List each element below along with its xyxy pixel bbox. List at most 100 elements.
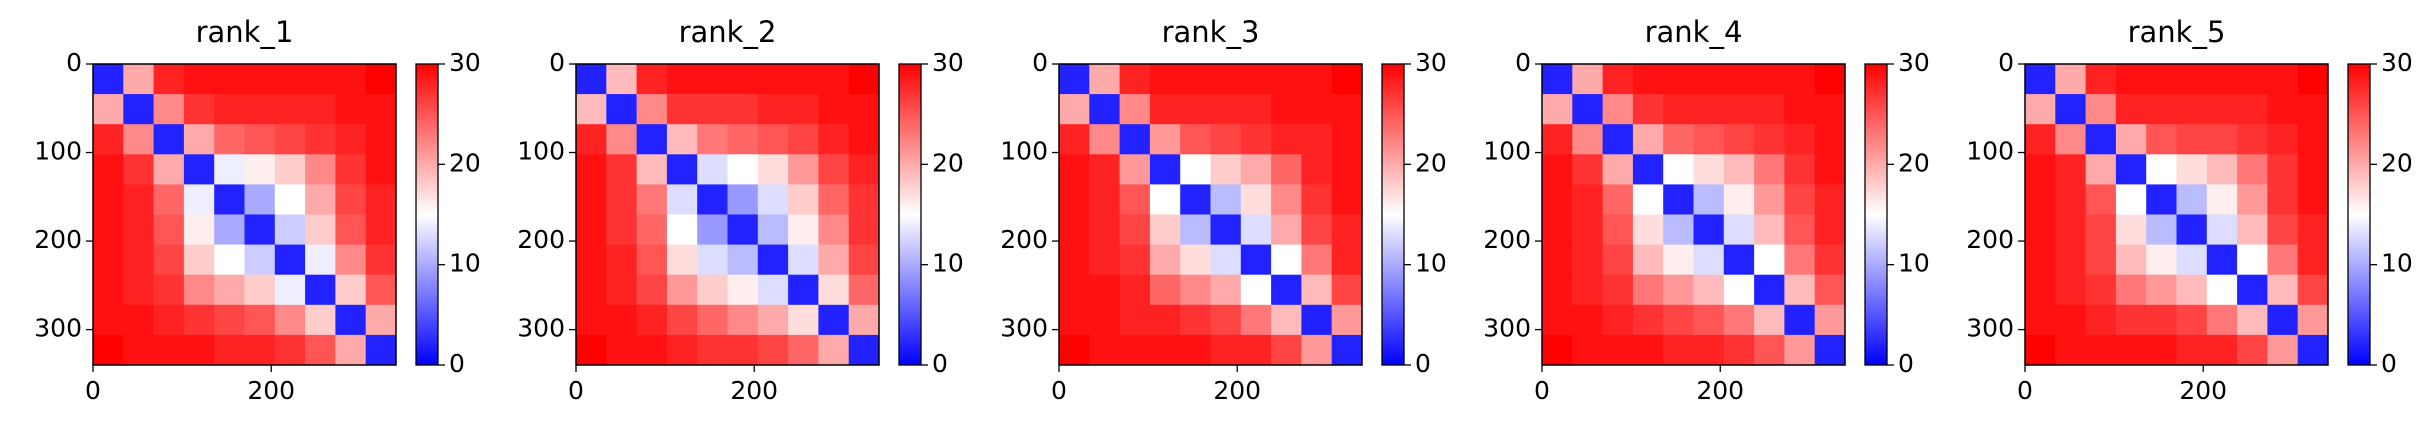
heatmap-cell <box>1754 64 1785 95</box>
heatmap-cell <box>1180 64 1211 95</box>
heatmap-cell <box>757 274 789 306</box>
heatmap-cell <box>183 184 215 215</box>
heatmap-cell <box>2267 334 2299 366</box>
heatmap-cell <box>2115 94 2147 125</box>
heatmap-cell <box>244 64 276 95</box>
heatmap-cell <box>636 214 668 246</box>
heatmap-cell <box>576 94 607 125</box>
heatmap-cell <box>2206 124 2238 155</box>
heatmap-cell <box>2176 184 2208 215</box>
colorbar-tick-label: 10 <box>932 249 964 278</box>
heatmap-cell <box>335 94 367 125</box>
heatmap-cell <box>2237 94 2268 125</box>
heatmap-cell <box>2115 244 2147 276</box>
heatmap-cell <box>365 124 397 155</box>
heatmap-cell <box>1663 154 1694 185</box>
heatmap-cell <box>576 274 607 306</box>
heatmap-cell <box>123 274 155 306</box>
heatmap-cell <box>1089 334 1121 366</box>
heatmap-cell <box>2206 244 2238 276</box>
heatmap-cell <box>697 184 728 215</box>
heatmap-cell <box>2146 64 2177 95</box>
heatmap-cell <box>1572 184 1604 215</box>
heatmap-cell <box>697 214 728 246</box>
heatmap-cell <box>1180 94 1211 125</box>
heatmap-cell <box>214 274 245 306</box>
colorbar-tick-label: 0 <box>2381 349 2397 378</box>
heatmap-cell <box>788 214 819 246</box>
heatmap-cell <box>757 64 789 95</box>
heatmap-cell <box>1119 154 1151 185</box>
heatmap-cell <box>757 184 789 215</box>
heatmap-cell <box>1663 214 1694 246</box>
heatmap-cell <box>1149 304 1181 336</box>
heatmap-cell <box>606 304 638 336</box>
y-tick-label: 0 <box>66 48 82 77</box>
heatmap-cell <box>1814 94 1846 125</box>
heatmap-cell <box>1754 94 1785 125</box>
heatmap-cell <box>666 274 698 306</box>
heatmap-cell <box>2267 304 2299 336</box>
heatmap-cell <box>1119 274 1151 306</box>
heatmap-cell <box>1059 94 1090 125</box>
heatmap-cell <box>666 214 698 246</box>
heatmap-cell <box>788 274 819 306</box>
y-tick-label: 0 <box>1515 48 1531 77</box>
heatmap-cell <box>576 64 607 95</box>
heatmap-cell <box>2206 214 2238 246</box>
heatmap-cell <box>818 334 850 366</box>
heatmap-cell <box>1542 244 1573 276</box>
heatmap-cell <box>1059 124 1090 155</box>
heatmap-cell <box>1119 124 1151 155</box>
heatmap-cell <box>274 214 306 246</box>
heatmap-cell <box>1301 214 1333 246</box>
heatmap-cell <box>2176 334 2208 366</box>
heatmap-cell <box>214 154 245 185</box>
heatmap-cell <box>365 184 397 215</box>
y-tick-label: 100 <box>1483 137 1531 166</box>
heatmap-cell <box>727 94 759 125</box>
heatmap-cell <box>1663 334 1694 366</box>
heatmap-cell <box>183 334 215 366</box>
heatmap-cell <box>1210 184 1242 215</box>
axes-frame <box>2024 63 2329 366</box>
heatmap-cell <box>1240 94 1272 125</box>
heatmap-cell <box>636 244 668 276</box>
heatmap-cell <box>1602 334 1634 366</box>
heatmap-cell <box>606 64 638 95</box>
heatmap-cell <box>1240 334 1272 366</box>
heatmap-cell <box>666 184 698 215</box>
heatmap-cell <box>2176 64 2208 95</box>
heatmap-cell <box>153 274 185 306</box>
heatmap-cell <box>2115 334 2147 366</box>
heatmap-cell <box>848 154 880 185</box>
heatmap-cell <box>2267 184 2299 215</box>
heatmap-cell <box>244 124 276 155</box>
heatmap-cell <box>365 94 397 125</box>
heatmap-cell <box>153 244 185 276</box>
heatmap-cell <box>335 124 367 155</box>
heatmap-cell <box>153 214 185 246</box>
heatmap-cell <box>1210 124 1242 155</box>
heatmap-cell <box>757 154 789 185</box>
heatmap-cell <box>244 244 276 276</box>
axes-frame <box>575 63 880 366</box>
y-tick-label: 200 <box>1000 225 1048 254</box>
heatmap-cell <box>1240 304 1272 336</box>
heatmap-cell <box>1723 274 1755 306</box>
heatmap-cell <box>93 214 124 246</box>
heatmap-cell <box>848 94 880 125</box>
heatmap-cell <box>606 244 638 276</box>
heatmap-cell <box>1754 274 1785 306</box>
heatmap-cell <box>1542 94 1573 125</box>
heatmap-cell <box>2206 274 2238 306</box>
heatmap-cell <box>697 154 728 185</box>
heatmap-cell <box>93 94 124 125</box>
heatmap-cell <box>1180 274 1211 306</box>
heatmap-cell <box>1089 244 1121 276</box>
colorbar <box>2347 63 2371 366</box>
heatmap-cell <box>2176 304 2208 336</box>
heatmap-cell <box>93 184 124 215</box>
heatmap-cell <box>636 304 668 336</box>
heatmap-cell <box>274 304 306 336</box>
